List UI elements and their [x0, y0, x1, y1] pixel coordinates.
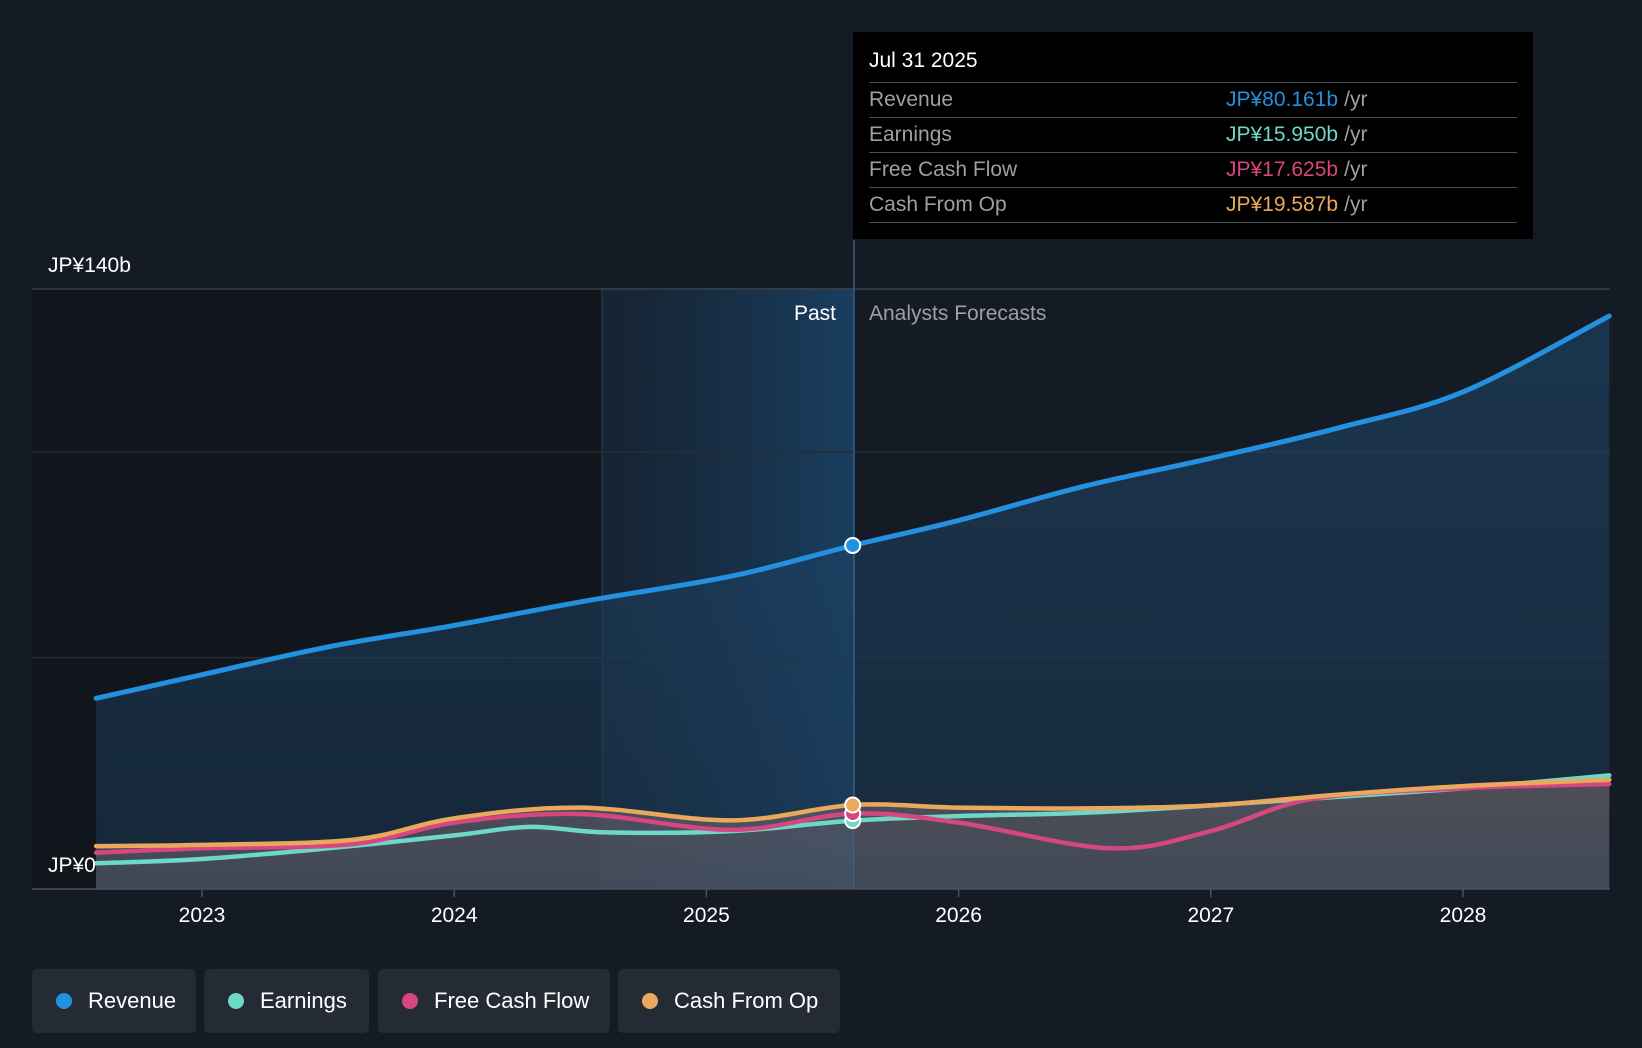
tooltip-label: Revenue	[869, 88, 954, 111]
tooltip-value: JP¥80.161b/yr	[1226, 88, 1368, 111]
legend-label: Free Cash Flow	[434, 988, 590, 1013]
cash-from-op-marker[interactable]	[844, 796, 862, 814]
x-tick-label: 2025	[683, 904, 730, 927]
x-tick-label: 2024	[431, 904, 478, 927]
tooltip-date: Jul 31 2025	[869, 49, 978, 72]
revenue-marker[interactable]	[844, 536, 862, 554]
y-label-top: JP¥140b	[48, 254, 131, 277]
free-cash-flow-dot-icon	[402, 993, 418, 1009]
legend-item-revenue[interactable]: Revenue	[32, 969, 196, 1033]
tooltip-label: Cash From Op	[869, 193, 1007, 216]
legend-item-free-cash-flow[interactable]: Free Cash Flow	[378, 969, 610, 1033]
tooltip-label: Free Cash Flow	[869, 158, 1018, 181]
tooltip-row-earnings: Earnings JP¥15.950b/yr	[869, 117, 1517, 152]
x-tick-label: 2026	[935, 904, 982, 927]
x-tick-label: 2028	[1440, 904, 1487, 927]
forecast-label: Analysts Forecasts	[869, 302, 1046, 325]
y-label-bottom: JP¥0	[48, 854, 96, 877]
cash-from-op-dot-icon	[642, 993, 658, 1009]
lower-series-area	[96, 779, 1610, 889]
x-tick-label: 2027	[1187, 904, 1234, 927]
tooltip-row-cash-from-op: Cash From Op JP¥19.587b/yr	[869, 187, 1517, 222]
tooltip-value: JP¥19.587b/yr	[1226, 193, 1368, 216]
legend-item-earnings[interactable]: Earnings	[204, 969, 369, 1033]
legend-label: Revenue	[88, 988, 177, 1013]
revenue-dot-icon	[56, 993, 72, 1009]
tooltip-row-revenue: Revenue JP¥80.161b/yr	[869, 82, 1517, 117]
revenue-area	[96, 316, 1610, 889]
tooltip-value: JP¥15.950b/yr	[1226, 123, 1368, 146]
tooltip-value: JP¥17.625b/yr	[1226, 158, 1368, 181]
x-tick-label: 2023	[179, 904, 226, 927]
tooltip-divider	[869, 222, 1517, 223]
earnings-dot-icon	[228, 993, 244, 1009]
legend-label: Earnings	[260, 988, 347, 1013]
tooltip-label: Earnings	[869, 123, 952, 146]
past-label: Past	[794, 302, 836, 325]
legend-label: Cash From Op	[674, 988, 819, 1013]
legend-item-cash-from-op[interactable]: Cash From Op	[618, 969, 840, 1033]
tooltip: Jul 31 2025 Revenue JP¥80.161b/yr Earnin…	[853, 32, 1533, 239]
tooltip-row-free-cash-flow: Free Cash Flow JP¥17.625b/yr	[869, 152, 1517, 187]
